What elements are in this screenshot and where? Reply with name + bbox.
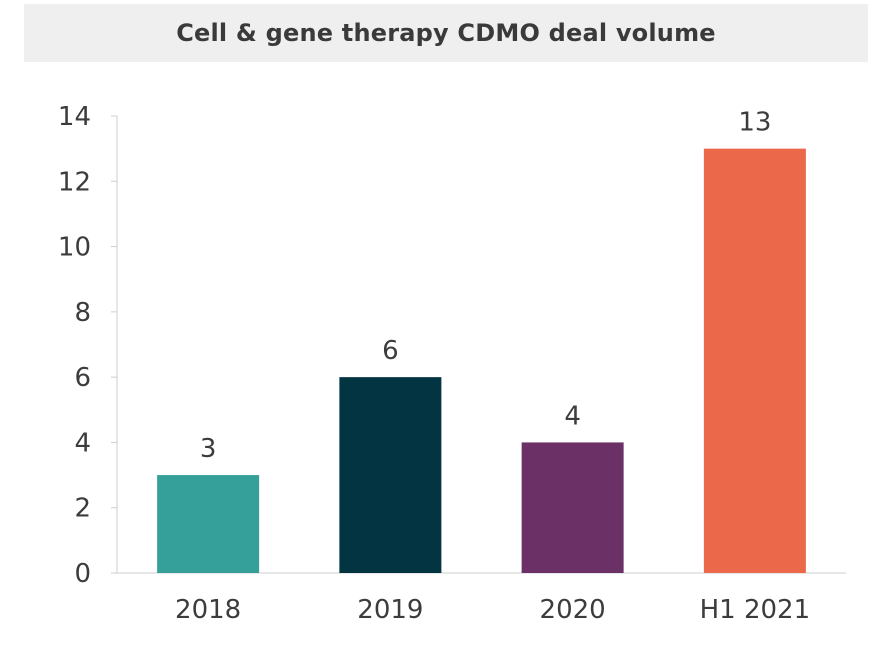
bars: [157, 148, 806, 573]
bar: [157, 475, 260, 573]
x-tick-label: 2018: [175, 595, 241, 625]
y-tick-label: 10: [58, 233, 91, 263]
data-label: 3: [200, 434, 217, 464]
y-tick-label: 6: [74, 363, 91, 393]
data-label: 6: [382, 336, 399, 366]
bar: [521, 442, 624, 573]
data-label: 13: [738, 108, 771, 138]
data-labels: 3 6 4 13: [200, 108, 772, 464]
data-label: 4: [564, 401, 581, 431]
chart-title: Cell & gene therapy CDMO deal volume: [176, 19, 716, 47]
category-labels: 2018 2019 2020 H1 2021: [175, 595, 810, 625]
y-tick-label: 4: [74, 428, 91, 458]
chart-title-bar: Cell & gene therapy CDMO deal volume: [24, 4, 868, 62]
y-tick-label: 0: [74, 559, 91, 589]
y-tick-label: 8: [74, 298, 91, 328]
x-tick-label: H1 2021: [700, 595, 811, 625]
y-axis: 0 2 4 6 8 10 12 14: [58, 102, 118, 589]
bar: [703, 148, 806, 573]
x-tick-label: 2019: [357, 595, 423, 625]
y-tick-label: 2: [74, 494, 91, 524]
x-tick-label: 2020: [540, 595, 606, 625]
bar: [339, 377, 442, 573]
y-tick-label: 12: [58, 167, 91, 197]
y-tick-label: 14: [58, 102, 91, 132]
